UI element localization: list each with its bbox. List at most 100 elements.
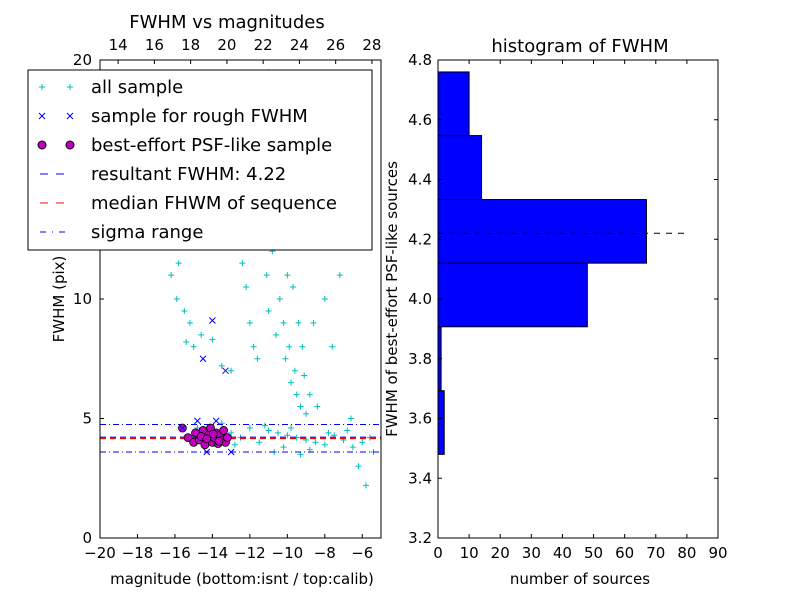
all-sample-point: [312, 439, 319, 446]
all-sample-point: [289, 284, 296, 291]
all-sample-point: [293, 391, 300, 398]
y-tick-label: 4.6: [408, 111, 432, 129]
y-tick-label: 10: [73, 290, 92, 308]
all-sample-point: [303, 410, 310, 417]
top-x-tick-label: 14: [109, 36, 128, 54]
legend-plus-icon: [39, 84, 45, 90]
legend-x-icon: [66, 112, 74, 120]
all-sample-point: [295, 319, 302, 326]
y-tick-label: 3.4: [408, 469, 432, 487]
all-sample-point: [265, 427, 272, 434]
y-tick-label: 3.2: [408, 529, 432, 547]
legend-label: sample for rough FWHM: [91, 106, 308, 127]
top-x-tick-label: 20: [217, 36, 236, 54]
legend-label: all sample: [91, 77, 183, 98]
x-tick-label: 90: [708, 544, 727, 562]
all-sample-point: [173, 296, 180, 302]
rough-sample-point: [199, 355, 207, 363]
x-tick-label: 70: [646, 544, 665, 562]
all-sample-point: [261, 422, 268, 429]
x-axis-label: number of sources: [510, 570, 650, 588]
y-tick-label: 3.8: [408, 350, 432, 368]
all-sample-point: [306, 391, 313, 398]
all-sample-point: [301, 372, 308, 379]
x-tick-label: 80: [677, 544, 696, 562]
x-tick-label: −20: [84, 544, 116, 562]
legend-label: median FHWM of sequence: [91, 193, 337, 214]
chart-title: FWHM vs magnitudes: [129, 12, 324, 33]
psf-sample-point: [222, 433, 232, 443]
all-sample-point: [265, 307, 272, 314]
y-tick-label: 0: [82, 529, 92, 547]
y-tick-label: 20: [73, 51, 92, 69]
rough-sample-point: [194, 417, 201, 425]
legend-x-icon: [38, 112, 46, 120]
psf-sample-point: [202, 434, 212, 444]
all-sample-point: [280, 444, 287, 451]
x-tick-label: −8: [314, 544, 336, 562]
y-tick-label: 4.2: [408, 230, 432, 248]
y-tick-label: 4.4: [408, 171, 432, 189]
all-sample-point: [303, 437, 310, 444]
y-axis-label: FWHM (pix): [50, 256, 68, 343]
all-sample-point: [231, 441, 238, 448]
psf-sample-point: [214, 436, 224, 446]
all-sample-point: [183, 339, 190, 346]
all-sample-point: [273, 331, 280, 338]
top-x-tick-label: 16: [145, 36, 164, 54]
x-tick-label: −14: [197, 544, 229, 562]
top-x-tick-label: 22: [254, 36, 273, 54]
all-sample-point: [274, 429, 281, 436]
all-sample-point: [190, 343, 197, 350]
x-tick-label: −10: [272, 544, 304, 562]
x-tick-label: 60: [615, 544, 634, 562]
legend-circle-icon: [37, 140, 47, 150]
y-tick-label: 5: [82, 410, 92, 428]
all-sample-point: [288, 379, 295, 386]
all-sample-point: [186, 319, 193, 326]
x-tick-label: 40: [553, 544, 572, 562]
all-sample-point: [246, 425, 253, 432]
all-sample-point: [321, 296, 328, 302]
legend: all sample sample for rough FWHM best-effo…: [27, 69, 373, 251]
psf-sample-point: [183, 433, 193, 443]
all-sample-point: [243, 284, 250, 291]
top-x-tick-label: 26: [326, 36, 345, 54]
all-sample-point: [321, 441, 328, 448]
legend-plus-icon: [67, 84, 73, 90]
all-sample-point: [218, 362, 225, 369]
histogram-bar: [437, 262, 588, 328]
histogram-axes: 0 10 20 30 40 50 60 70 80 90 3.2 3.4 3.6 3.8 4.0 4.2 4.4…: [383, 36, 728, 588]
all-sample-point: [218, 420, 225, 427]
y-axis-label: FWHM of best-effort PSF-like sources: [383, 161, 401, 437]
y-tick-label: 4.0: [408, 290, 432, 308]
all-sample-point: [359, 439, 366, 446]
all-sample-point: [286, 343, 293, 350]
all-sample-point: [291, 367, 298, 374]
x-tick-label: −16: [159, 544, 191, 562]
all-sample-point: [336, 272, 343, 279]
all-sample-point: [288, 425, 295, 432]
top-x-tick-label: 24: [290, 36, 309, 54]
x-tick-label: −12: [234, 544, 266, 562]
rough-sample-point: [222, 367, 229, 375]
rough-sample-point: [209, 317, 216, 324]
histogram-bar: [437, 71, 470, 137]
all-sample-point: [344, 427, 351, 434]
all-sample-point: [198, 331, 205, 338]
top-x-tick-label: 18: [181, 36, 200, 54]
all-sample-point: [175, 260, 182, 267]
all-sample-point: [263, 272, 270, 279]
histogram-bar: [437, 135, 483, 201]
legend-label: best-effort PSF-like sample: [91, 135, 332, 156]
x-tick-label: −6: [351, 544, 373, 562]
rough-sample-point: [179, 424, 186, 432]
y-tick-label: 3.6: [408, 410, 432, 428]
all-sample-point: [256, 439, 263, 446]
histogram-bar: [437, 390, 445, 455]
legend-circle-icon: [65, 140, 75, 150]
all-sample-point: [280, 319, 287, 326]
all-sample-point: [239, 260, 246, 267]
all-sample-point: [363, 482, 370, 489]
